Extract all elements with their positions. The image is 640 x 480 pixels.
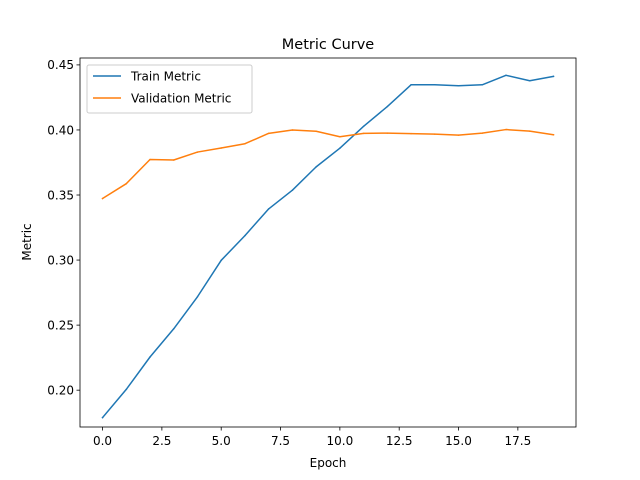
- data-point-validation-metric-5: [220, 147, 222, 149]
- data-point-train-metric-4: [196, 296, 199, 298]
- data-point-train-metric-1: [125, 388, 128, 391]
- x-tick-label: 10.0: [327, 434, 354, 448]
- data-point-validation-metric-6: [244, 142, 246, 145]
- data-point-train-metric-8: [291, 189, 294, 191]
- y-tick-label: 0.45: [47, 58, 74, 72]
- x-axis-label: Epoch: [310, 456, 347, 470]
- data-point-train-metric-3: [172, 328, 175, 330]
- data-point-train-metric-7: [267, 208, 270, 210]
- y-axis-ticks: 0.20 0.25 0.30 0.35 0.40 0.45: [47, 58, 80, 397]
- data-point-train-metric-0: [101, 416, 104, 419]
- series-line-train-metric: [101, 74, 555, 419]
- data-point-validation-metric-12: [386, 132, 389, 134]
- x-tick-label: 2.5: [152, 434, 171, 448]
- data-point-train-metric-16: [481, 84, 484, 86]
- legend-label-validation: Validation Metric: [131, 92, 231, 106]
- axes-frame: [79, 57, 577, 428]
- data-point-train-metric-18: [528, 80, 531, 82]
- y-tick-label: 0.40: [47, 123, 74, 137]
- data-point-validation-metric-15: [457, 134, 460, 136]
- y-tick-label: 0.35: [47, 188, 74, 202]
- y-tick-label: 0.25: [47, 318, 74, 332]
- series-line-validation-metric: [101, 128, 555, 200]
- data-point-validation-metric-7: [267, 132, 270, 135]
- y-axis-label: Metric: [20, 223, 34, 260]
- data-point-train-metric-17: [505, 74, 507, 77]
- data-point-train-metric-11: [362, 125, 365, 128]
- data-point-validation-metric-2: [149, 158, 151, 161]
- x-tick-label: 17.5: [504, 434, 531, 448]
- y-tick-label: 0.30: [47, 253, 74, 267]
- legend-label-train: Train Metric: [130, 70, 201, 84]
- data-point-validation-metric-8: [291, 129, 294, 131]
- data-point-train-metric-10: [339, 147, 341, 149]
- data-point-validation-metric-18: [528, 130, 531, 132]
- x-tick-label: 15.0: [445, 434, 472, 448]
- data-point-validation-metric-19: [552, 134, 555, 136]
- x-tick-label: 12.5: [386, 434, 413, 448]
- data-point-train-metric-15: [457, 84, 460, 87]
- data-point-train-metric-6: [244, 234, 246, 237]
- data-point-train-metric-14: [434, 84, 436, 86]
- x-axis-ticks: 0.0 2.5 5.0 7.5 10.0 12.5 15.0 17.5: [93, 427, 531, 448]
- legend: Train Metric Validation Metric: [86, 64, 253, 114]
- data-point-validation-metric-16: [481, 132, 484, 134]
- data-point-validation-metric-9: [315, 130, 317, 132]
- data-point-validation-metric-11: [362, 132, 365, 135]
- data-point-validation-metric-17: [505, 128, 507, 131]
- y-tick-label: 0.20: [47, 383, 74, 397]
- x-tick-label: 7.5: [271, 434, 290, 448]
- data-point-train-metric-13: [410, 84, 412, 86]
- data-point-train-metric-5: [220, 259, 222, 262]
- x-tick-label: 0.0: [93, 434, 112, 448]
- legend-box: [86, 64, 253, 114]
- data-point-validation-metric-4: [196, 151, 199, 153]
- data-point-validation-metric-13: [410, 132, 412, 135]
- data-point-validation-metric-1: [125, 182, 128, 185]
- data-point-validation-metric-14: [434, 133, 436, 135]
- series-layer: [101, 74, 555, 419]
- chart-title: Metric Curve: [282, 37, 375, 53]
- data-point-train-metric-9: [315, 166, 317, 168]
- data-point-validation-metric-3: [172, 159, 175, 161]
- data-point-train-metric-2: [149, 356, 151, 358]
- data-point-train-metric-19: [552, 75, 555, 78]
- data-point-validation-metric-10: [339, 135, 341, 138]
- x-tick-label: 5.0: [212, 434, 231, 448]
- data-point-train-metric-12: [386, 105, 389, 108]
- data-point-validation-metric-0: [101, 197, 104, 200]
- plot-area: [79, 57, 577, 428]
